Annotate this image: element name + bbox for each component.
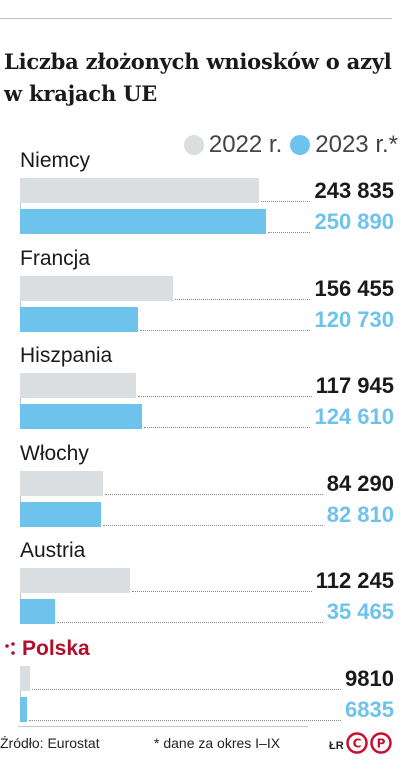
legend: 2022 r. 2023 r.*	[176, 130, 398, 160]
leader-line-polska-2022-r	[31, 689, 342, 690]
value-label-austria-2023-r: 35 465	[326, 599, 394, 625]
axis-baseline-hiszpania	[20, 373, 21, 430]
bar-francja-2022-r	[20, 275, 174, 301]
svg-text:C: C	[353, 737, 362, 751]
leader-line-w-ochy-2022-r	[104, 493, 323, 495]
value-label-polska-2022-r: 9810	[345, 666, 394, 691]
value-label-francja-2022-r: 156 455	[314, 275, 394, 301]
value-label-niemcy-2022-r: 243 835	[314, 178, 394, 203]
leader-line-w-ochy-2023-r	[103, 524, 323, 526]
leader-line-hiszpania-2022-r	[137, 396, 312, 398]
legend-swatch-2023	[290, 135, 311, 155]
footer-note: * dane za okres I–IX	[154, 735, 281, 751]
value-label-polska-2023-r: 6835	[345, 697, 394, 722]
value-label-w-ochy-2022-r: 84 290	[326, 470, 394, 496]
bottom-rule	[18, 726, 308, 727]
bar-niemcy-2022-r	[20, 178, 260, 203]
top-rule	[0, 18, 392, 19]
legend-label-2023: 2023 r.*	[315, 131, 398, 158]
leader-line-niemcy-2022-r	[261, 201, 311, 202]
bar-francja-2023-r	[20, 306, 139, 332]
leader-line-hiszpania-2023-r	[144, 427, 311, 429]
value-label-austria-2022-r: 112 245	[315, 568, 394, 594]
svg-text:P: P	[377, 737, 386, 751]
category-label-w-ochy: Włochy	[20, 441, 89, 465]
bar-w-ochy-2023-r	[20, 501, 102, 527]
legend-item-2022: 2022 r.	[183, 131, 283, 159]
leader-line-niemcy-2023-r	[268, 232, 311, 233]
value-label-hiszpania-2023-r: 124 610	[314, 404, 394, 430]
leader-line-francja-2022-r	[175, 298, 311, 300]
footer-credit: ŁR	[329, 740, 344, 752]
legend-swatch-2022	[183, 135, 204, 155]
axis-baseline-austria	[20, 568, 21, 625]
bar-austria-2022-r	[20, 568, 131, 594]
value-label-hiszpania-2022-r: 117 945	[315, 373, 394, 399]
axis-baseline-francja	[20, 275, 21, 332]
cp-logo-icon: C P	[346, 732, 392, 754]
bar-w-ochy-2022-r	[20, 470, 103, 496]
value-label-w-ochy-2023-r: 82 810	[326, 501, 394, 527]
bar-austria-2023-r	[20, 599, 55, 625]
legend-item-2023: 2023 r.*	[290, 131, 398, 159]
bar-polska-2022-r	[20, 666, 30, 691]
value-label-niemcy-2023-r: 250 890	[314, 209, 394, 234]
axis-baseline-w-ochy	[20, 470, 21, 527]
bar-hiszpania-2022-r	[20, 373, 136, 399]
category-label-polska: Polska	[22, 637, 90, 660]
category-label-austria: Austria	[20, 539, 86, 563]
leader-line-francja-2023-r	[140, 329, 311, 331]
legend-label-2022: 2022 r.	[208, 131, 283, 158]
leader-line-austria-2022-r	[132, 591, 312, 593]
bar-hiszpania-2023-r	[20, 404, 143, 430]
value-label-francja-2023-r: 120 730	[314, 306, 394, 332]
bar-polska-2023-r	[20, 697, 27, 722]
category-label-hiszpania: Hiszpania	[20, 344, 113, 368]
dots-marker-icon	[5, 642, 15, 655]
chart-title: Liczba złożonych wniosków o azyl w kraja…	[4, 49, 392, 106]
footer-source: Źródło: Eurostat	[0, 735, 100, 751]
leader-line-polska-2023-r	[28, 720, 342, 721]
axis-baseline-polska	[20, 666, 21, 722]
leader-line-austria-2023-r	[56, 622, 323, 624]
axis-baseline-niemcy	[20, 178, 21, 234]
category-label-niemcy: Niemcy	[20, 149, 91, 172]
category-label-francja: Francja	[20, 246, 91, 270]
bar-niemcy-2023-r	[20, 209, 266, 234]
